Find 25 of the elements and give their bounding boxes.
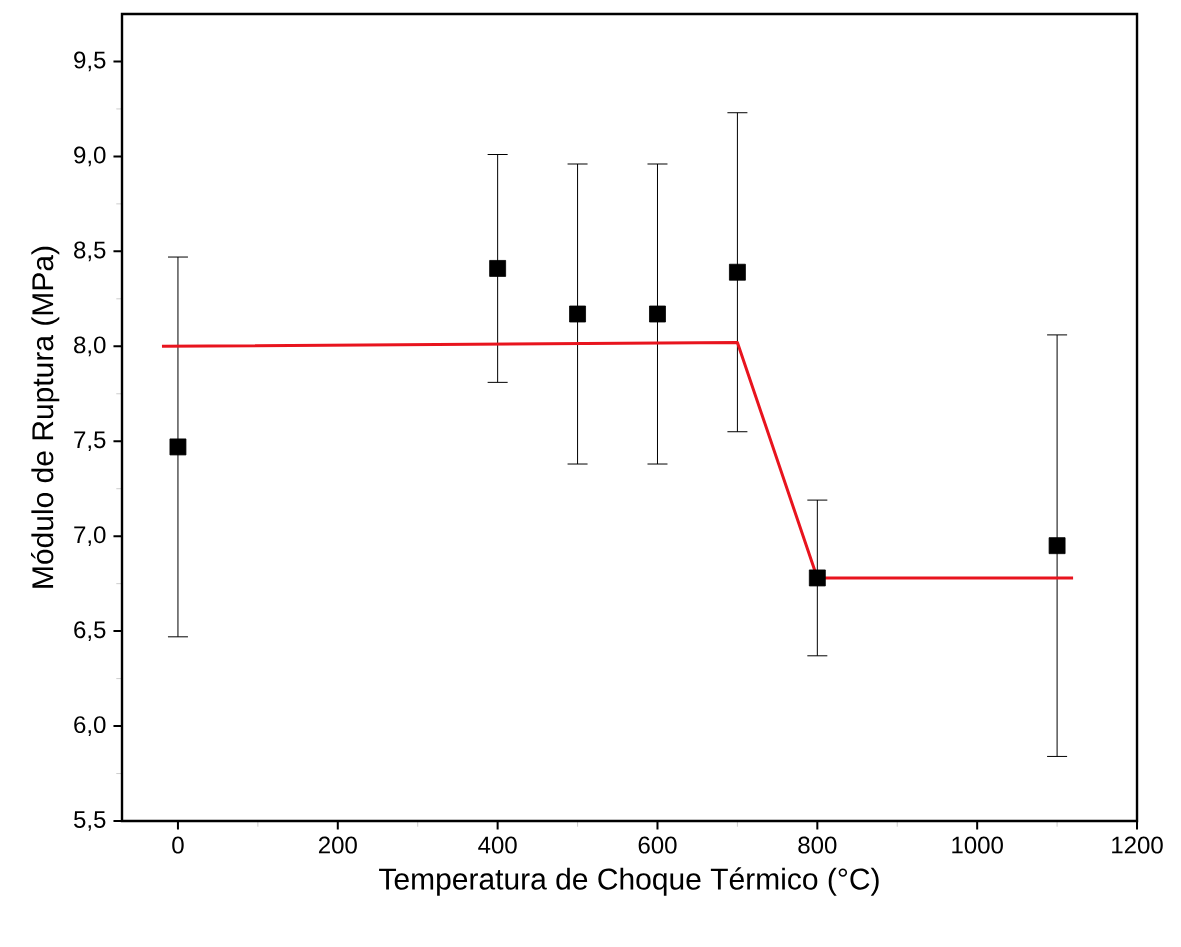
point [649, 305, 666, 323]
y-axis-title: Módulo de Ruptura (MPa) [31, 246, 60, 588]
point [169, 438, 187, 456]
y-tick-label: 7,5 [74, 431, 106, 452]
y-tick-label: 8,5 [74, 241, 106, 262]
y-tick-label: 7,0 [74, 526, 106, 547]
point [489, 260, 507, 277]
y-tick-label: 9,0 [74, 146, 106, 167]
y-tick-label: 5,5 [74, 811, 106, 831]
point [729, 263, 746, 281]
x-tick-label: 800 [798, 836, 837, 854]
x-tick-label: 1200 [1112, 836, 1163, 854]
x-tick-label: 200 [318, 836, 357, 854]
y-tick-label: 8,0 [74, 336, 106, 357]
y-tick-label: 6,5 [74, 621, 106, 642]
x-tick-label: 1000 [952, 836, 1003, 854]
point [1048, 537, 1066, 555]
x-tick-label: 400 [478, 836, 517, 854]
x-axis-title: Temperatura de Choque Térmico (°C) [379, 867, 879, 896]
point [808, 569, 826, 587]
x-tick-label: 0 [172, 836, 184, 854]
x-tick-label: 600 [638, 836, 677, 854]
y-tick-label: 9,5 [74, 51, 106, 72]
point [569, 305, 586, 323]
y-tick-label: 6,0 [74, 716, 106, 736]
